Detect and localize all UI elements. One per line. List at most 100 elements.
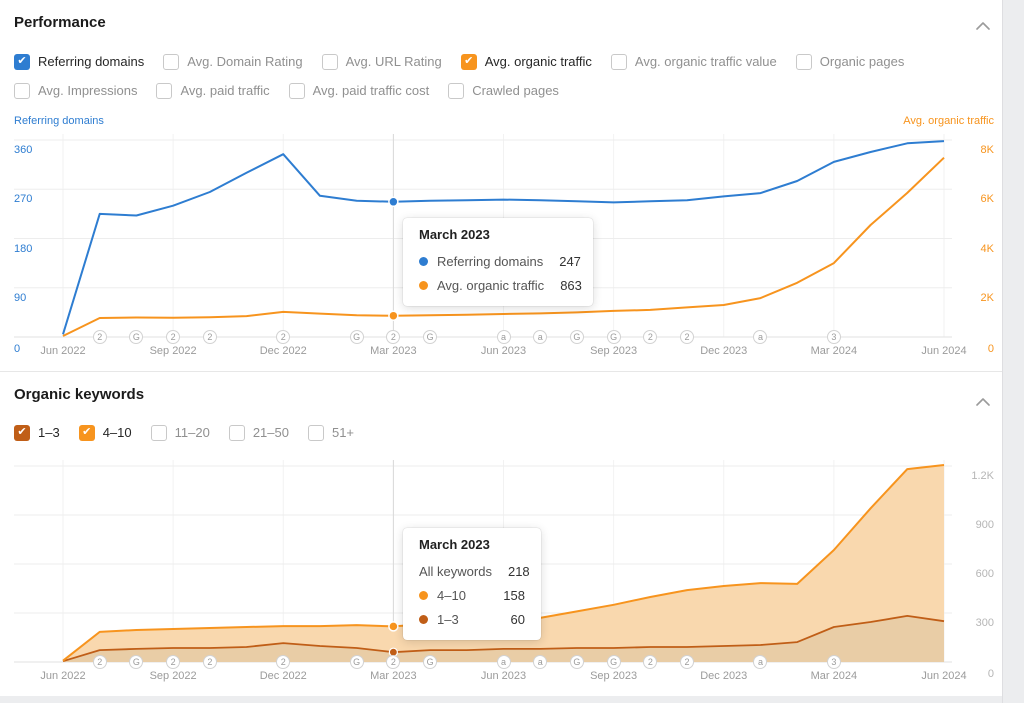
checkbox-checked[interactable]: ✔ bbox=[460, 53, 477, 70]
timeline-event-marker[interactable]: 2 bbox=[386, 655, 401, 669]
x-axis-tick: Dec 2022 bbox=[259, 670, 307, 682]
checkbox-checked[interactable]: ✔ bbox=[78, 424, 95, 441]
tooltip-metric-value: 863 bbox=[560, 277, 582, 293]
timeline-event-marker[interactable]: 2 bbox=[680, 330, 695, 344]
tooltip-metric-label: Referring domains bbox=[437, 253, 544, 269]
checkbox-unchecked[interactable] bbox=[156, 82, 173, 99]
timeline-event-marker[interactable]: 2 bbox=[92, 330, 107, 344]
checkbox-unchecked[interactable] bbox=[150, 424, 167, 441]
hover-point-dot bbox=[388, 621, 399, 632]
checkbox-unchecked[interactable] bbox=[288, 82, 305, 99]
chevron-up-icon bbox=[976, 397, 990, 406]
keywords-hover-tooltip: March 2023 All keywords 218 4–10 158 1–3 60 bbox=[403, 528, 541, 640]
timeline-event-marker[interactable]: a bbox=[533, 330, 548, 344]
x-axis-tick: Jun 2022 bbox=[40, 345, 86, 357]
y-axis-tick: 90 bbox=[14, 291, 27, 304]
tooltip-metric-label: 1–3 bbox=[437, 611, 459, 627]
4-10-area bbox=[63, 465, 944, 662]
timeline-event-marker[interactable]: 2 bbox=[276, 330, 291, 344]
metric-toggle-avg-url-rating[interactable]: Avg. URL Rating bbox=[321, 53, 442, 70]
timeline-event-marker[interactable]: a bbox=[496, 655, 511, 669]
timeline-event-marker[interactable]: 2 bbox=[643, 655, 658, 669]
timeline-event-marker[interactable]: G bbox=[349, 655, 364, 669]
metric-toggle-referring-domains[interactable]: ✔ Referring domains bbox=[14, 53, 145, 70]
metric-toggle-avg-paid-traffic-cost[interactable]: Avg. paid traffic cost bbox=[288, 82, 429, 99]
tooltip-row: Referring domains 247 bbox=[419, 249, 581, 273]
timeline-event-marker[interactable]: 2 bbox=[166, 655, 181, 669]
legend-dot bbox=[419, 280, 428, 290]
performance-collapse-button[interactable] bbox=[972, 17, 994, 33]
x-axis-tick: Sep 2023 bbox=[590, 345, 638, 357]
timeline-event-marker[interactable]: G bbox=[569, 330, 584, 344]
y-axis-tick: 300 bbox=[975, 617, 994, 629]
tooltip-row: 1–3 60 bbox=[419, 607, 525, 631]
x-axis-tick: Dec 2022 bbox=[259, 345, 307, 357]
timeline-event-marker[interactable]: 2 bbox=[386, 330, 401, 344]
timeline-event-marker[interactable]: G bbox=[606, 655, 621, 669]
timeline-event-marker[interactable]: a bbox=[753, 655, 768, 669]
metric-toggle-avg-organic-traffic[interactable]: ✔ Avg. organic traffic bbox=[460, 53, 592, 70]
timeline-event-marker[interactable]: a bbox=[753, 330, 768, 344]
checkbox-unchecked[interactable] bbox=[321, 53, 338, 70]
y-axis-tick: 900 bbox=[975, 519, 994, 531]
metric-toggle-51[interactable]: 51+ bbox=[307, 424, 354, 441]
tooltip-title: March 2023 bbox=[419, 227, 490, 242]
performance-metric-toggles-row1: ✔ Referring domains Avg. Domain Rating Avg.… bbox=[14, 53, 904, 70]
metric-toggle-avg-organic-traffic-value[interactable]: Avg. organic traffic value bbox=[610, 53, 777, 70]
timeline-event-marker[interactable]: G bbox=[423, 655, 438, 669]
referring-domains-line bbox=[62, 140, 945, 335]
checkbox-checked[interactable]: ✔ bbox=[14, 53, 30, 70]
timeline-event-marker[interactable]: 2 bbox=[643, 330, 658, 344]
checkbox-unchecked[interactable] bbox=[228, 424, 245, 441]
metric-toggle-organic-pages[interactable]: Organic pages bbox=[795, 53, 904, 70]
checkbox-unchecked[interactable] bbox=[307, 424, 324, 441]
checkbox-unchecked[interactable] bbox=[610, 53, 627, 70]
x-axis-tick: Sep 2022 bbox=[149, 670, 197, 682]
checkbox-unchecked[interactable] bbox=[448, 82, 465, 99]
metric-toggle-crawled-pages[interactable]: Crawled pages bbox=[448, 82, 559, 99]
timeline-event-marker[interactable]: 2 bbox=[202, 330, 217, 344]
checkbox-unchecked[interactable] bbox=[163, 53, 180, 70]
checkbox-checked[interactable]: ✔ bbox=[14, 424, 30, 441]
legend-dot bbox=[419, 256, 428, 266]
timeline-event-marker[interactable]: 2 bbox=[166, 330, 181, 344]
metric-toggle-avg-domain-rating[interactable]: Avg. Domain Rating bbox=[163, 53, 303, 70]
x-axis-tick: Dec 2023 bbox=[700, 345, 748, 357]
organic-keywords-collapse-button[interactable] bbox=[972, 393, 994, 409]
timeline-event-marker[interactable]: 3 bbox=[826, 330, 841, 344]
timeline-event-marker[interactable]: 3 bbox=[826, 655, 841, 669]
timeline-event-marker[interactable]: G bbox=[569, 655, 584, 669]
timeline-event-marker[interactable]: G bbox=[423, 330, 438, 344]
timeline-event-marker[interactable]: G bbox=[606, 330, 621, 344]
checkbox-unchecked[interactable] bbox=[795, 53, 812, 70]
section-divider bbox=[0, 371, 1002, 372]
metric-toggle-21-50[interactable]: 21–50 bbox=[228, 424, 289, 441]
legend-dot bbox=[419, 614, 428, 624]
tooltip-metric-value: 60 bbox=[510, 611, 525, 627]
metric-toggle-1-3[interactable]: ✔ 1–3 bbox=[14, 424, 60, 441]
metric-toggle-avg-impressions[interactable]: Avg. Impressions bbox=[14, 82, 137, 99]
metric-toggle-4-10[interactable]: ✔ 4–10 bbox=[78, 424, 132, 441]
timeline-event-marker[interactable]: G bbox=[129, 330, 144, 344]
checkbox-label: Avg. Domain Rating bbox=[187, 54, 303, 69]
metric-toggle-11-20[interactable]: 11–20 bbox=[150, 424, 210, 441]
checkbox-label: Referring domains bbox=[38, 54, 145, 69]
timeline-event-marker[interactable]: 2 bbox=[202, 655, 217, 669]
timeline-event-marker[interactable]: a bbox=[496, 330, 511, 344]
checkbox-unchecked[interactable] bbox=[14, 82, 30, 99]
tooltip-row: Avg. organic traffic 863 bbox=[419, 273, 582, 297]
timeline-event-marker[interactable]: G bbox=[349, 330, 364, 344]
timeline-event-marker[interactable]: 2 bbox=[276, 655, 291, 669]
left-axis-series-label: Referring domains bbox=[14, 115, 104, 127]
timeline-event-marker[interactable]: 2 bbox=[92, 655, 107, 669]
metric-toggle-avg-paid-traffic[interactable]: Avg. paid traffic bbox=[156, 82, 270, 99]
x-axis-tick: Jun 2023 bbox=[480, 670, 527, 682]
checkbox-label: Crawled pages bbox=[472, 83, 559, 98]
timeline-event-marker[interactable]: G bbox=[129, 655, 144, 669]
timeline-event-marker[interactable]: 2 bbox=[680, 655, 695, 669]
performance-hover-tooltip: March 2023 Referring domains 247 Avg. organ… bbox=[403, 218, 593, 306]
timeline-event-marker[interactable]: a bbox=[533, 655, 548, 669]
